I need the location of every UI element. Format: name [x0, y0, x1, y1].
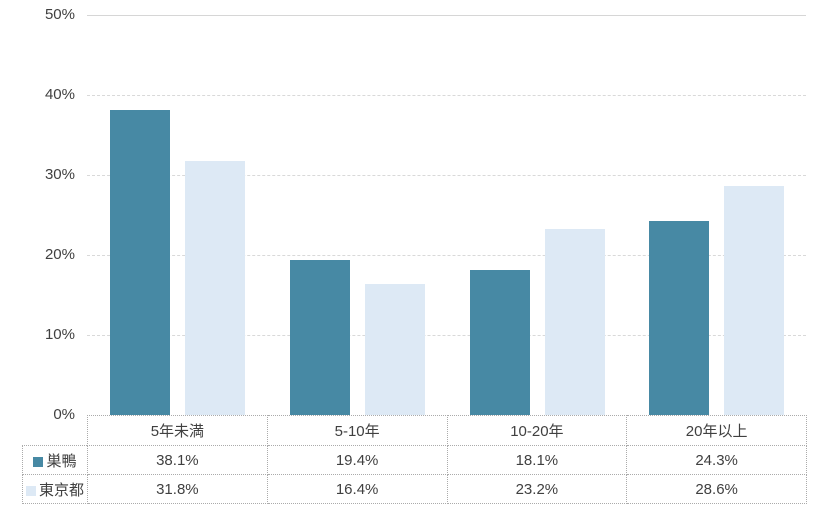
category-header-2: 10-20年 [446, 415, 628, 446]
bar-tokyo-0 [185, 161, 245, 415]
value-sugamo-1: 19.4% [266, 445, 448, 475]
gridline-40 [87, 95, 806, 96]
value-tokyo-0: 31.8% [87, 474, 268, 504]
bar-tokyo-1 [365, 284, 425, 415]
legend-sugamo: 巣鴨 [22, 445, 88, 475]
gridline-20 [87, 255, 806, 256]
y-axis-label-10: 10% [44, 326, 75, 343]
gridline-10 [87, 335, 806, 336]
y-axis-label-40: 40% [44, 86, 75, 103]
value-tokyo-2: 23.2% [446, 474, 628, 504]
legend-label-sugamo: 巣鴨 [46, 452, 77, 470]
y-axis-label-0: 0% [53, 406, 75, 423]
value-sugamo-2: 18.1% [446, 445, 628, 475]
bar-sugamo-2 [470, 270, 530, 415]
legend-swatch-tokyo [25, 485, 36, 496]
gridline-50 [87, 15, 806, 16]
data-table: 5年未満 5-10年 10-20年 20年以上巣鴨 38.1% 19.4% 18.1% 24.… [22, 415, 807, 504]
category-header-1: 5-10年 [266, 415, 448, 446]
value-sugamo-0: 38.1% [87, 445, 268, 475]
value-sugamo-3: 24.3% [626, 445, 807, 475]
table-corner-blank [23, 416, 88, 446]
legend-label-tokyo: 東京都 [38, 481, 84, 499]
y-axis-label-20: 20% [44, 246, 75, 263]
value-tokyo-1: 16.4% [266, 474, 448, 504]
bar-sugamo-0 [110, 110, 170, 415]
y-axis-label-30: 30% [44, 166, 75, 183]
bar-tokyo-3 [724, 186, 784, 415]
y-axis-label-50: 50% [44, 6, 75, 23]
bar-sugamo-3 [649, 221, 709, 415]
legend-tokyo: 東京都 [22, 474, 88, 504]
bar-tokyo-2 [545, 229, 605, 415]
category-header-3: 20年以上 [626, 415, 807, 446]
legend-swatch-sugamo [33, 456, 44, 467]
value-tokyo-3: 28.6% [626, 474, 807, 504]
bar-sugamo-1 [290, 260, 350, 415]
category-header-0: 5年未満 [87, 415, 268, 446]
gridline-30 [87, 175, 806, 176]
